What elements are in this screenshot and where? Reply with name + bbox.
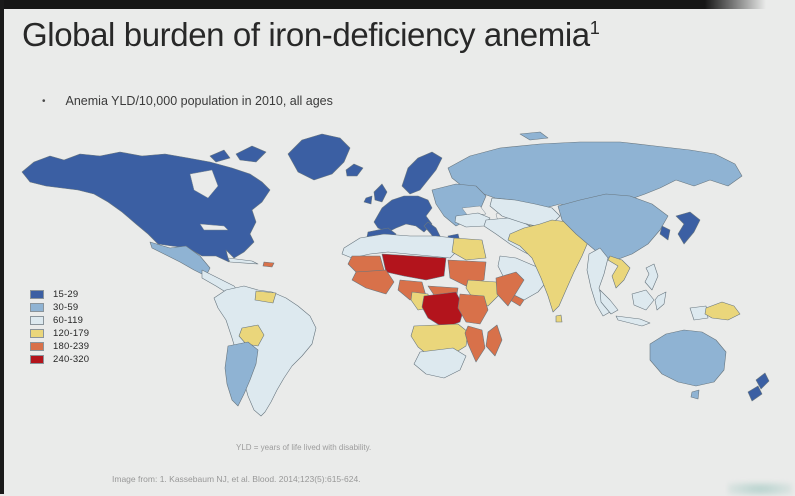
region-south-africa xyxy=(413,347,467,379)
region-western-europe xyxy=(373,195,433,233)
region-uk xyxy=(373,183,388,203)
region-papua-new-guinea xyxy=(704,301,741,321)
water-hudson-bay xyxy=(189,169,219,199)
legend-label: 120-179 xyxy=(53,328,90,339)
video-artifact-smudge xyxy=(728,482,792,496)
region-new-zealand-south xyxy=(747,385,763,402)
page-title: Global burden of iron-deficiency anemia1 xyxy=(22,16,600,54)
region-vietnam-laos xyxy=(607,255,631,289)
region-mozambique xyxy=(464,325,486,363)
legend-label: 15-29 xyxy=(53,289,79,300)
region-arctic-islands xyxy=(235,145,267,163)
region-greenland xyxy=(287,133,351,181)
legend-label: 60-119 xyxy=(53,315,84,326)
region-japan xyxy=(675,211,701,245)
title-text: Global burden of iron-deficiency anemia xyxy=(22,16,590,53)
map-legend: 15-29 30-59 60-119 120-179 180-239 240-320 xyxy=(30,288,89,366)
slide-top-border xyxy=(0,0,766,9)
water-black-sea xyxy=(461,205,487,217)
region-somalia xyxy=(495,271,525,307)
bullet-text: Anemia YLD/10,000 population in 2010, al… xyxy=(65,94,333,108)
region-guyana xyxy=(254,290,277,304)
region-arctic-islands xyxy=(209,149,231,163)
region-java xyxy=(615,315,651,327)
region-scandinavia xyxy=(401,151,443,195)
region-tasmania xyxy=(690,389,700,400)
region-india-pakistan xyxy=(507,219,589,313)
legend-swatch xyxy=(30,329,44,338)
legend-row: 15-29 xyxy=(30,288,89,301)
region-hispaniola xyxy=(262,261,275,268)
region-west-africa xyxy=(351,269,395,295)
region-north-america xyxy=(21,151,271,263)
legend-swatch xyxy=(30,342,44,351)
region-east-africa xyxy=(457,293,489,325)
region-new-zealand-north xyxy=(755,372,770,390)
legend-row: 120-179 xyxy=(30,327,89,340)
world-map-container xyxy=(0,128,795,440)
footnote-source-citation: Image from: 1. Kassebaum NJ, et al. Bloo… xyxy=(112,474,361,484)
region-australia xyxy=(649,329,727,387)
legend-row: 240-320 xyxy=(30,353,89,366)
region-sri-lanka xyxy=(555,314,563,323)
bullet-item: • Anemia YLD/10,000 population in 2010, a… xyxy=(42,94,333,108)
region-egypt xyxy=(451,237,487,261)
region-cuba xyxy=(227,257,259,265)
water-great-lakes xyxy=(199,223,229,231)
slide-left-border xyxy=(0,0,4,494)
legend-swatch xyxy=(30,290,44,299)
region-sahel xyxy=(381,253,447,281)
region-madagascar xyxy=(485,324,503,357)
region-dr-congo xyxy=(421,291,465,329)
legend-label: 30-59 xyxy=(53,302,79,313)
bullet-marker-icon: • xyxy=(42,96,46,107)
legend-label: 240-320 xyxy=(53,354,90,365)
region-china-mongolia xyxy=(557,193,669,261)
region-russia-arctic-isle xyxy=(519,131,549,141)
legend-swatch xyxy=(30,303,44,312)
region-iceland xyxy=(345,163,364,177)
world-choropleth-map xyxy=(21,131,770,417)
region-west-papua xyxy=(689,305,709,321)
footnote-abbreviation: YLD = years of life lived with disabilit… xyxy=(236,443,372,452)
legend-swatch xyxy=(30,355,44,364)
region-korea xyxy=(659,225,671,241)
legend-row: 180-239 xyxy=(30,340,89,353)
region-ireland xyxy=(363,195,373,205)
legend-row: 30-59 xyxy=(30,301,89,314)
legend-swatch xyxy=(30,316,44,325)
legend-label: 180-239 xyxy=(53,341,90,352)
region-north-africa xyxy=(341,233,459,259)
region-sulawesi xyxy=(654,291,667,311)
title-superscript: 1 xyxy=(589,18,600,38)
region-bolivia xyxy=(238,324,265,347)
region-sumatra xyxy=(599,289,619,315)
region-borneo xyxy=(631,289,655,311)
region-philippines xyxy=(644,263,659,291)
region-argentina xyxy=(224,341,259,407)
legend-row: 60-119 xyxy=(30,314,89,327)
